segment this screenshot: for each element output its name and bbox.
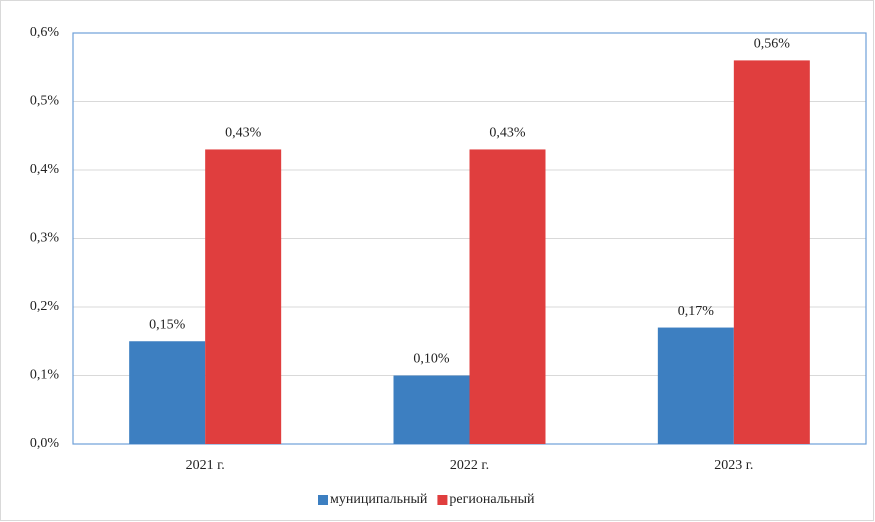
- bar: [129, 341, 206, 444]
- bar: [657, 327, 734, 444]
- y-tick-label: 0,3%: [30, 231, 60, 246]
- bar: [469, 149, 546, 444]
- y-tick-label: 0,5%: [30, 94, 60, 109]
- bar: [393, 375, 470, 444]
- bar: [733, 60, 810, 445]
- x-tick-label: 2021 г.: [186, 458, 225, 473]
- legend-label: региональный: [449, 492, 535, 507]
- value-label: 0,10%: [413, 352, 450, 367]
- value-label: 0,15%: [149, 317, 186, 332]
- value-label: 0,17%: [678, 304, 715, 319]
- value-label: 0,43%: [225, 126, 262, 141]
- legend-swatch: [318, 495, 328, 505]
- y-tick-label: 0,0%: [30, 436, 60, 451]
- y-tick-label: 0,2%: [30, 299, 60, 314]
- value-label: 0,56%: [754, 37, 791, 52]
- legend-swatch: [437, 495, 448, 505]
- y-tick-label: 0,1%: [30, 368, 60, 383]
- y-tick-label: 0,6%: [30, 25, 60, 40]
- value-label: 0,43%: [489, 126, 526, 141]
- bar: [205, 149, 282, 444]
- legend-label: муниципальный: [330, 492, 428, 507]
- x-tick-label: 2023 г.: [714, 458, 753, 473]
- y-tick-label: 0,4%: [30, 162, 60, 177]
- x-tick-label: 2022 г.: [450, 458, 489, 473]
